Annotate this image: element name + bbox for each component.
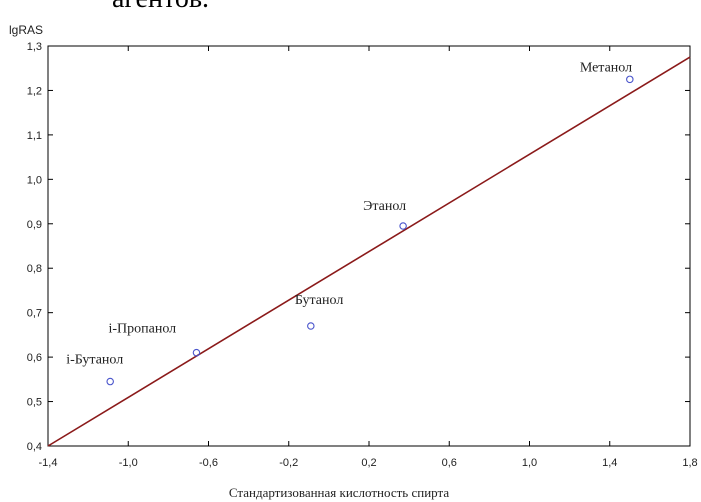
y-tick-label: 1,0 — [27, 174, 42, 186]
x-tick-label: 1,0 — [522, 457, 537, 469]
y-tick-label: 1,2 — [27, 85, 42, 97]
regression-line — [47, 56, 691, 447]
data-point — [307, 322, 315, 330]
x-tick-label: 0,6 — [442, 457, 457, 469]
x-tick-label: 1,4 — [602, 457, 617, 469]
x-tick-label: 0,2 — [361, 457, 376, 469]
data-point — [626, 75, 634, 84]
x-axis-label: Стандартизованная кислотность спирта — [229, 485, 449, 500]
y-tick-label: 0,6 — [27, 352, 42, 364]
data-point-label: i-Пропанол — [108, 322, 176, 337]
data-point-label: Бутанол — [295, 293, 344, 308]
x-tick-label: -1,0 — [119, 457, 138, 469]
y-tick-label: 1,1 — [27, 130, 42, 142]
data-point-label: Метанол — [580, 60, 632, 75]
data-point-label: Этанол — [363, 199, 406, 214]
cropped-heading-fragment: агентов. — [112, 0, 209, 15]
chart-marks — [47, 56, 691, 447]
data-point — [192, 348, 201, 357]
data-point-label: i-Бутанол — [66, 353, 123, 368]
y-tick-label: 0,8 — [27, 263, 42, 275]
y-tick-label: 0,4 — [27, 441, 42, 453]
y-axis-label: lgRAS — [9, 23, 43, 37]
data-point — [399, 222, 407, 230]
x-tick-label: -0,6 — [199, 457, 218, 469]
plot-frame — [47, 45, 691, 447]
y-tick-label: 0,5 — [27, 397, 42, 409]
data-point — [106, 377, 114, 386]
chart-labels: lgRAS Стандартизованная кислотность спирт… — [9, 23, 632, 500]
x-tick-label: -1,4 — [39, 457, 58, 469]
y-tick-label: 0,7 — [27, 308, 42, 320]
x-tick-label: 1,8 — [682, 457, 697, 469]
x-tick-label: -0,2 — [279, 457, 298, 469]
y-tick-label: 1,3 — [27, 41, 42, 53]
y-tick-label: 0,9 — [27, 219, 42, 231]
axes: 0,4 0,5 0,6 0,7 0,8 0,9 1,0 1,1 1,2 1,3 -1,4 -1,0 -0… — [27, 41, 698, 469]
